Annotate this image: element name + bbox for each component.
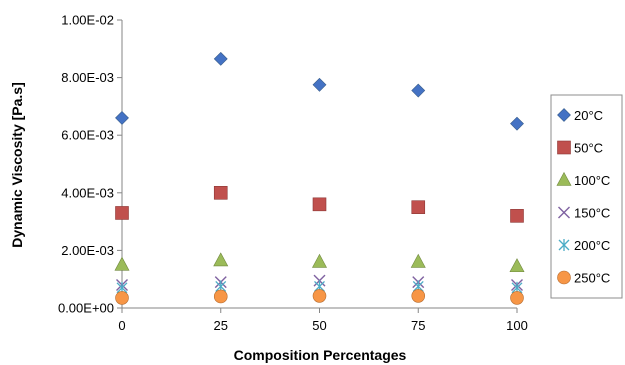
data-point [312,289,327,303]
data-point [115,110,129,125]
data-point [312,77,327,92]
x-tick-label: 0 [118,318,125,333]
data-point [311,253,328,268]
y-tick-label: 4.00E-03 [61,185,114,200]
y-axis-title: Dynamic Viscosity [Pa.s] [9,82,25,247]
legend-label: 20°C [574,108,603,123]
series-250°C [115,289,524,305]
data-point [213,252,229,267]
data-point [115,291,129,305]
legend-marker [556,171,572,186]
series-20°C [115,51,524,131]
data-point [411,289,426,303]
y-tick-label: 2.00E-03 [61,243,114,258]
data-point [213,289,228,304]
legend-marker [557,108,571,122]
legend-label: 150°C [574,206,610,221]
y-tick-label: 1.00E-02 [61,13,114,28]
data-point [213,51,228,66]
legend-label: 50°C [574,141,603,156]
data-point [510,291,524,305]
data-point [411,83,426,98]
legend-label: 200°C [574,238,610,253]
data-point [114,256,130,271]
legend-marker [558,206,570,219]
data-point [411,200,426,214]
x-tick-label: 25 [214,318,228,333]
legend-label: 250°C [574,271,610,286]
legend-marker [557,140,571,155]
data-point [312,197,327,212]
y-tick-label: 0.00E+00 [58,301,114,316]
series-100°C [114,252,525,273]
x-axis-title: Composition Percentages [234,347,407,363]
data-point [510,116,524,131]
y-tick-label: 8.00E-03 [61,70,114,85]
x-axis-ticks: 0 25 50 75 100 [118,308,528,333]
data-point [115,206,129,220]
x-tick-label: 75 [411,318,425,333]
data-point [213,186,228,200]
x-tick-label: 100 [506,318,528,333]
y-axis-ticks: 0.00E+00 2.00E-03 4.00E-03 6.00E-03 8.00E-03… [58,13,122,316]
legend-marker [557,270,571,285]
data-point [410,253,426,268]
x-tick-label: 50 [312,318,326,333]
legend-marker [558,239,570,251]
legend: 20°C 50°C 100°C 150°C 200°C 250°C [550,94,623,299]
legend-box [550,94,623,299]
data-point [510,209,524,223]
series-50°C [115,186,524,223]
legend-label: 100°C [574,173,610,188]
data-point [509,258,525,273]
data-points [114,51,525,305]
y-tick-label: 6.00E-03 [61,128,114,143]
